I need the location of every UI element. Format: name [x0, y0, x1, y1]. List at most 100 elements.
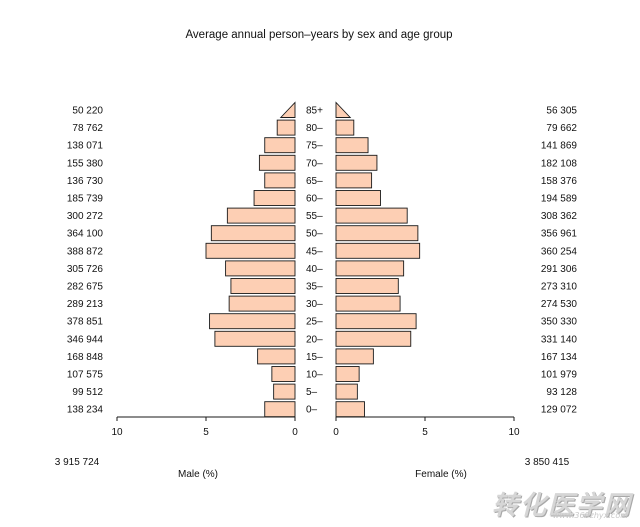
male-bar	[214, 330, 296, 347]
age-group-label: 35–	[306, 282, 323, 293]
female-count-label: 79 662	[546, 123, 577, 134]
age-group-label: 10–	[306, 370, 323, 381]
female-count-label: 101 979	[541, 370, 578, 381]
x-tick-label: 10	[111, 427, 123, 438]
chart-title: Average annual person–years by sex and a…	[185, 29, 452, 41]
male-bar	[210, 225, 296, 242]
male-bar	[230, 278, 296, 294]
female-bar	[335, 366, 360, 382]
male-count-label: 305 726	[67, 264, 104, 275]
female-bar	[335, 330, 412, 347]
female-count-label: 308 362	[541, 211, 578, 222]
female-bar	[335, 242, 421, 259]
female-bar	[335, 348, 374, 365]
age-group-label: 45–	[306, 246, 323, 257]
watermark-url: www.360zhyx.com	[552, 511, 628, 520]
female-bar	[335, 154, 378, 171]
female-count-label: 273 310	[541, 282, 578, 293]
male-count-label: 168 848	[67, 352, 104, 363]
female-count-label: 167 134	[541, 352, 578, 363]
female-count-label: 129 072	[541, 405, 578, 416]
male-bar	[264, 172, 296, 189]
male-count-label: 136 730	[67, 176, 104, 187]
male-count-label: 99 512	[72, 387, 103, 398]
female-bar	[335, 313, 417, 330]
male-bar	[271, 366, 296, 382]
male-bar	[226, 207, 296, 224]
female-bar	[335, 190, 381, 206]
male-count-label: 138 071	[67, 141, 104, 152]
x-tick-label: 5	[422, 427, 428, 438]
male-total: 3 915 724	[55, 457, 100, 468]
female-count-label: 291 306	[541, 264, 578, 275]
age-group-label: 40–	[306, 264, 323, 275]
female-count-label: 158 376	[541, 176, 578, 187]
female-bar	[335, 207, 408, 224]
female-bar	[335, 295, 401, 312]
male-axis-label: Male (%)	[178, 469, 218, 480]
male-count-label: 107 575	[67, 370, 104, 381]
female-count-label: 141 869	[541, 141, 578, 152]
male-count-label: 155 380	[67, 158, 104, 169]
male-bar	[205, 242, 296, 259]
male-count-label: 300 272	[67, 211, 104, 222]
male-count-label: 50 220	[72, 106, 103, 117]
female-count-label: 182 108	[541, 158, 578, 169]
male-bar	[276, 119, 296, 136]
male-bar	[228, 295, 296, 312]
age-group-label: 50–	[306, 229, 323, 240]
female-bar	[335, 260, 405, 277]
male-count-label: 364 100	[67, 229, 104, 240]
x-tick-label: 5	[203, 427, 209, 438]
x-tick-label: 0	[292, 427, 298, 438]
female-bar	[335, 278, 399, 294]
watermark-text: 转化医学网	[491, 491, 632, 521]
watermark-logo: 转化医学网 www.360zhyx.com	[472, 485, 632, 521]
x-tick-label: 0	[333, 427, 339, 438]
male-count-label: 378 851	[67, 317, 104, 328]
male-bar	[279, 101, 296, 118]
male-count-label: 346 944	[67, 334, 104, 345]
age-group-label: 65–	[306, 176, 323, 187]
age-group-label: 15–	[306, 352, 323, 363]
male-count-label: 138 234	[67, 405, 104, 416]
age-group-label: 70–	[306, 158, 323, 169]
female-count-label: 356 961	[541, 229, 578, 240]
age-group-label: 85+	[306, 106, 323, 117]
female-axis-label: Female (%)	[415, 469, 467, 480]
female-count-label: 93 128	[546, 387, 577, 398]
female-count-label: 194 589	[541, 194, 578, 205]
age-group-label: 20–	[306, 334, 323, 345]
x-tick-label: 10	[508, 427, 520, 438]
male-bar	[209, 313, 296, 330]
female-bar	[335, 225, 419, 242]
bars-group	[205, 101, 421, 418]
labels-group: 50 220 56 305 85+ 78 762 79 662 80– 138 071 141…	[67, 106, 578, 416]
male-bar	[225, 260, 296, 277]
female-bar	[335, 137, 369, 154]
male-bar	[257, 348, 296, 365]
male-bar	[264, 137, 296, 154]
female-count-label: 56 305	[546, 106, 577, 117]
female-count-label: 350 330	[541, 317, 578, 328]
age-group-label: 30–	[306, 299, 323, 310]
age-group-label: 25–	[306, 317, 323, 328]
male-count-label: 289 213	[67, 299, 104, 310]
female-bar	[335, 383, 358, 400]
female-total: 3 850 415	[525, 457, 570, 468]
male-bar	[264, 401, 296, 418]
female-bar	[335, 119, 355, 136]
male-bar	[258, 154, 296, 171]
female-count-label: 274 530	[541, 299, 578, 310]
age-group-label: 60–	[306, 194, 323, 205]
male-count-label: 185 739	[67, 194, 104, 205]
age-group-label: 80–	[306, 123, 323, 134]
male-bar	[273, 383, 296, 400]
male-bar	[253, 190, 296, 206]
female-bar	[335, 401, 365, 418]
female-bar	[335, 101, 352, 118]
male-count-label: 282 675	[67, 282, 104, 293]
axes-group: 10 5 0 0 5 10	[111, 416, 520, 438]
age-group-label: 55–	[306, 211, 323, 222]
female-count-label: 360 254	[541, 246, 578, 257]
